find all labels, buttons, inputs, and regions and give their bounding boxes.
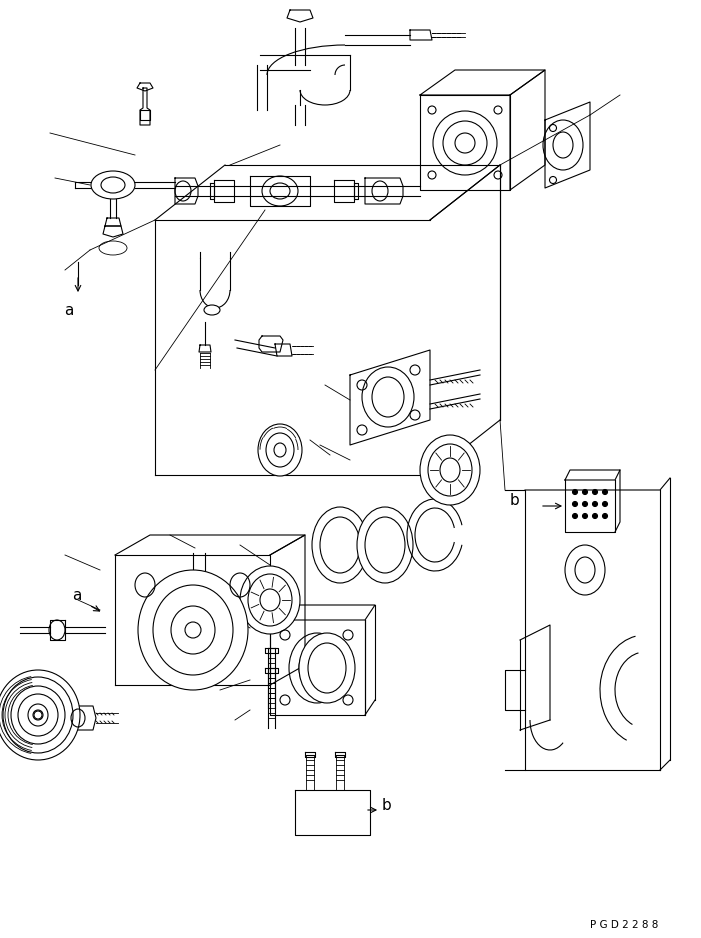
Polygon shape [335, 752, 345, 757]
Circle shape [592, 513, 597, 519]
Ellipse shape [204, 305, 220, 315]
Circle shape [583, 502, 587, 507]
Circle shape [573, 513, 578, 519]
Polygon shape [287, 10, 313, 22]
Ellipse shape [91, 171, 135, 199]
Ellipse shape [258, 424, 302, 476]
Polygon shape [175, 178, 198, 204]
Polygon shape [50, 620, 65, 640]
Polygon shape [259, 336, 283, 352]
Circle shape [602, 513, 608, 519]
Polygon shape [265, 648, 278, 653]
Polygon shape [354, 183, 358, 199]
Text: a: a [64, 302, 74, 317]
Ellipse shape [0, 670, 80, 760]
Polygon shape [350, 350, 430, 445]
Circle shape [592, 502, 597, 507]
Ellipse shape [420, 435, 480, 505]
Polygon shape [545, 102, 590, 188]
Polygon shape [105, 218, 121, 226]
Circle shape [592, 490, 597, 494]
Polygon shape [137, 83, 153, 91]
Circle shape [602, 490, 608, 494]
Polygon shape [103, 226, 123, 237]
Ellipse shape [357, 507, 413, 583]
Polygon shape [270, 605, 375, 620]
Ellipse shape [138, 570, 248, 690]
Polygon shape [199, 345, 211, 352]
Polygon shape [565, 470, 620, 480]
Polygon shape [420, 70, 545, 95]
Circle shape [583, 490, 587, 494]
Text: P G D 2 2 8 8: P G D 2 2 8 8 [590, 920, 658, 930]
Polygon shape [250, 176, 310, 206]
Polygon shape [410, 30, 432, 40]
Polygon shape [295, 790, 370, 835]
Ellipse shape [299, 633, 355, 703]
Ellipse shape [240, 566, 300, 634]
Polygon shape [420, 95, 510, 190]
Polygon shape [305, 752, 315, 757]
Polygon shape [140, 110, 150, 120]
Circle shape [573, 502, 578, 507]
Polygon shape [365, 178, 403, 204]
Circle shape [602, 502, 608, 507]
Polygon shape [265, 668, 278, 673]
Text: b: b [382, 797, 392, 812]
Polygon shape [68, 706, 96, 730]
Polygon shape [510, 70, 545, 190]
Polygon shape [214, 180, 234, 202]
Ellipse shape [312, 507, 368, 583]
Polygon shape [275, 344, 292, 356]
Text: a: a [72, 587, 81, 602]
Circle shape [583, 513, 587, 519]
Polygon shape [140, 88, 150, 125]
Circle shape [573, 490, 578, 494]
Polygon shape [210, 183, 214, 199]
Text: b: b [510, 492, 519, 507]
Polygon shape [334, 180, 354, 202]
